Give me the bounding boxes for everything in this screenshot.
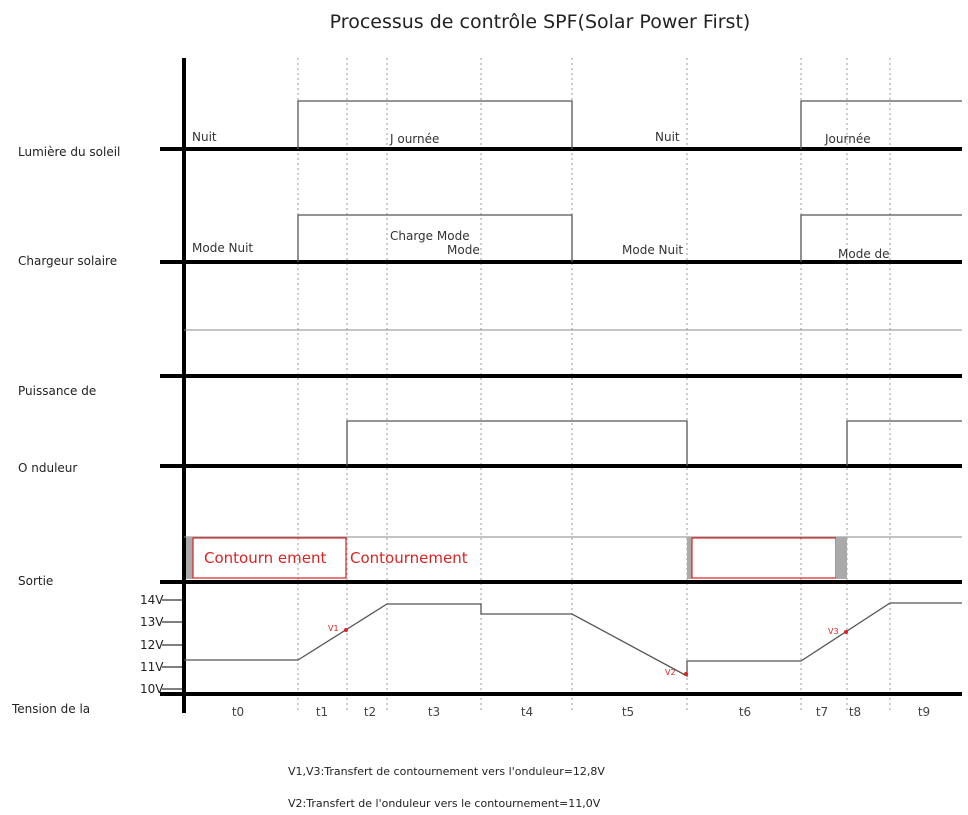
time-label-t9: t9 bbox=[918, 705, 930, 719]
inverter-pulse-2 bbox=[846, 420, 962, 466]
note-v2: V2:Transfert de l'onduleur vers le conto… bbox=[288, 797, 601, 810]
time-label-t8: t8 bbox=[849, 705, 861, 719]
marker-v3-label: V3 bbox=[828, 627, 839, 636]
row-label-charger: Chargeur solaire bbox=[18, 254, 117, 268]
marker-v1-label: V1 bbox=[328, 624, 339, 633]
voltage-tick-10: 10V bbox=[140, 682, 164, 696]
label-night-1: Nuit bbox=[192, 130, 217, 144]
row-label-inverter: O nduleur bbox=[18, 461, 77, 475]
output-transition-3 bbox=[836, 537, 847, 579]
row-label-voltage: Tension de la bbox=[11, 702, 90, 716]
label-bypass-1: Contourn ement bbox=[204, 549, 326, 567]
time-label-t5: t5 bbox=[622, 705, 634, 719]
voltage-markers: V1 V2 V3 bbox=[328, 624, 848, 677]
diagram-title: Processus de contrôle SPF(Solar Power Fi… bbox=[330, 11, 751, 33]
output-transition-1 bbox=[186, 537, 193, 579]
sunlight-day2-pulse bbox=[800, 100, 962, 149]
row-baselines bbox=[160, 147, 962, 696]
voltage-tick-11: 11V bbox=[140, 660, 164, 674]
battery-voltage-curve bbox=[184, 602, 962, 678]
voltage-tick-12: 12V bbox=[140, 638, 164, 652]
marker-v1 bbox=[344, 628, 348, 632]
voltage-axis: 14V 13V 12V 11V 10V bbox=[140, 593, 184, 696]
label-day-2: Journée bbox=[824, 132, 871, 146]
time-label-t1: t1 bbox=[316, 705, 328, 719]
voltage-tick-13: 13V bbox=[140, 615, 164, 629]
label-charge-mode: Charge Mode bbox=[390, 229, 470, 243]
inverter-pulse-1 bbox=[346, 420, 688, 466]
time-labels: t0 t1 t2 t3 t4 t5 t6 t7 t8 t9 bbox=[232, 705, 930, 719]
label-night-2: Nuit bbox=[655, 130, 680, 144]
row-label-power: Puissance de bbox=[18, 384, 96, 398]
label-mode-nuit-1: Mode Nuit bbox=[192, 241, 253, 255]
time-label-t3: t3 bbox=[428, 705, 440, 719]
label-mode-nuit-2: Mode Nuit bbox=[622, 243, 683, 257]
sunlight-day1-pulse bbox=[297, 100, 573, 149]
label-mode: Mode bbox=[447, 243, 480, 257]
row-label-sunlight: Lumière du soleil bbox=[18, 145, 120, 159]
voltage-tick-14: 14V bbox=[140, 593, 164, 607]
output-transition-2 bbox=[687, 537, 692, 579]
marker-v2-label: V2 bbox=[665, 668, 676, 677]
row-label-output: Sortie bbox=[18, 574, 53, 588]
marker-v2 bbox=[684, 672, 688, 676]
time-label-t6: t6 bbox=[739, 705, 751, 719]
time-label-t7: t7 bbox=[816, 705, 828, 719]
output-bypass-box-1 bbox=[192, 537, 347, 579]
time-separators bbox=[297, 58, 891, 713]
marker-v3 bbox=[844, 630, 848, 634]
output-bypass-box-2 bbox=[691, 537, 837, 579]
charger-pulse-1 bbox=[297, 214, 573, 262]
charger-pulse-2 bbox=[800, 214, 962, 262]
label-bypass-2: Contournement bbox=[350, 549, 468, 567]
note-v1-v3: V1,V3:Transfert de contournement vers l'… bbox=[288, 765, 605, 778]
label-day-1: J ournée bbox=[389, 132, 439, 146]
time-label-t2: t2 bbox=[364, 705, 376, 719]
time-label-t0: t0 bbox=[232, 705, 244, 719]
label-mode-de: Mode de bbox=[838, 247, 890, 261]
time-label-t4: t4 bbox=[521, 705, 533, 719]
